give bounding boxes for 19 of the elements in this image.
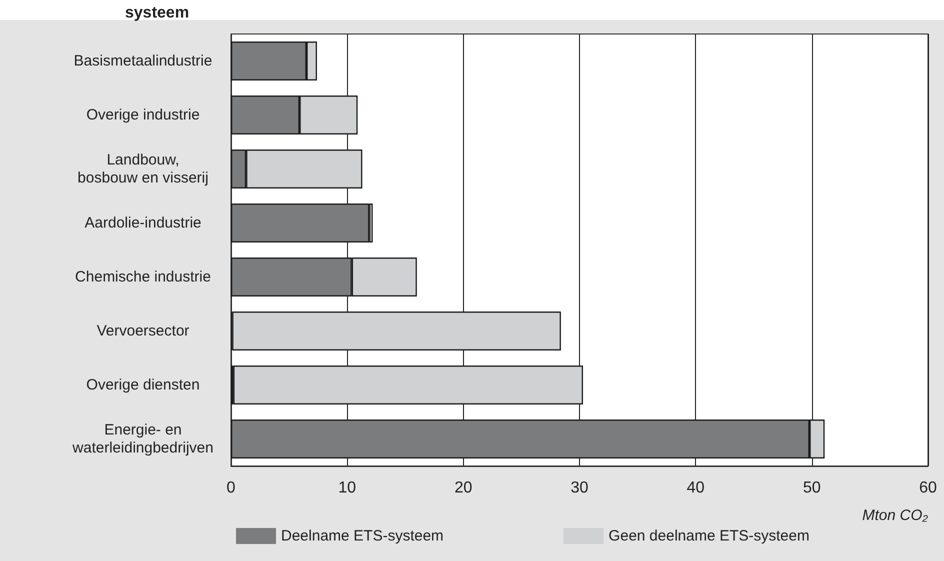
y-tick-label: Overige industrie [86,106,200,124]
x-tick-label: 20 [454,480,472,496]
x-tick-label: 50 [802,480,821,496]
x-tick-label: 60 [919,480,937,496]
y-tick-label: Energie- en waterleidingbedrijven [72,422,214,456]
y-tick-label: Vervoersector [96,322,190,340]
y-tick-label: Landbouw, bosbouw en visserij [78,152,208,186]
y-tick-label: Aardolie-industrie [84,214,202,232]
legend-label: Deelname ETS-systeem [281,528,444,544]
x-tick-label: 30 [570,480,588,496]
chart-title: systeem [125,4,190,22]
x-tick-label: 40 [686,480,705,496]
x-tick-label: 0 [226,480,236,496]
y-tick-label: Basismetaalindustrie [74,52,212,70]
y-tick-label: Chemische industrie [75,268,211,286]
x-axis-title: Mton CO₂ [862,507,928,524]
legend-label: Geen deelname ETS-systeem [608,528,810,544]
x-tick-label: 10 [338,480,356,496]
y-tick-label: Overige diensten [86,376,200,394]
